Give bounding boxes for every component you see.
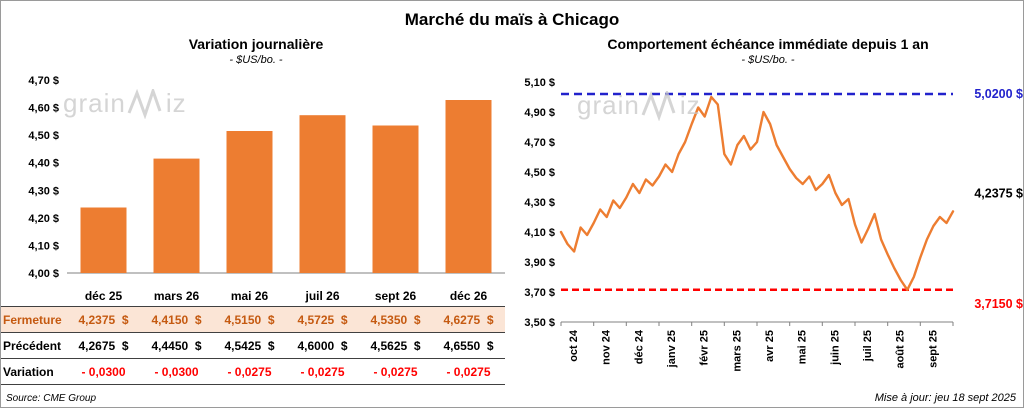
table-value: 4,5625 $ — [359, 332, 432, 358]
line-y-tick-label: 3,50 $ — [524, 317, 555, 329]
bar-y-tick-label: 4,70 $ — [28, 75, 59, 87]
bar-y-tick-label: 4,50 $ — [28, 130, 59, 142]
bar-chart-subtitle: - $US/bo. - — [229, 54, 283, 66]
month-label: mars 26 — [153, 288, 200, 303]
line-chart-subtitle: - $US/bo. - — [741, 54, 795, 66]
line-y-tick-label: 3,90 $ — [524, 257, 555, 269]
price-line-series — [559, 95, 955, 292]
line-chart-area: grain iz 3,50 $3,70 $3,90 $4,10 $4,30 $4… — [511, 68, 1023, 381]
page-title: Marché du maïs à Chicago — [404, 10, 620, 29]
month-label: juil 26 — [305, 288, 340, 303]
bar-y-tick-label: 4,40 $ — [28, 158, 59, 170]
bar-chart-area: grain iz 4,00 $4,10 $4,20 $4,30 $4,40 $4… — [1, 68, 511, 285]
line-chart-svg: 3,50 $ 3,70 $ 3,90 $ 4,10 $ 4,30 $ 4,50 $ 4,70… — [524, 77, 1023, 372]
table-value: 4,5725 $ — [286, 306, 359, 332]
line-x-tick-label: juil 25 — [862, 330, 874, 362]
bar-y-tick-label: 4,60 $ — [28, 103, 59, 115]
line-x-tick-label: févr 25 — [699, 330, 711, 365]
table-value: 4,6275 $ — [432, 306, 505, 332]
row-label-variation: Variation — [1, 358, 67, 385]
high-value-label: 5,0200 $ — [974, 87, 1023, 101]
line-x-tick-label: nov 24 — [601, 329, 613, 365]
bar-y-tick-label: 4,10 $ — [28, 240, 59, 252]
table-value: 4,2375 $ — [67, 306, 140, 332]
table-value: 4,5150 $ — [213, 306, 286, 332]
line-x-tick-label: mai 25 — [797, 330, 809, 364]
bar-sept 26 — [372, 125, 419, 273]
bar-mai 26 — [226, 131, 273, 273]
front-month-panel: Comportement échéance immédiate depuis 1… — [511, 35, 1023, 381]
table-value: 4,6000 $ — [286, 332, 359, 358]
bar-chart-svg: 4,00 $ 4,10 $ 4,20 $ 4,30 $ 4,40 $ 4,50 $ 4,60… — [28, 75, 505, 280]
table-value: - 0,0275 — [359, 358, 432, 385]
line-y-tick-label: 4,50 $ — [524, 167, 555, 179]
month-label: déc 26 — [449, 288, 488, 303]
row-label-fermeture: Fermeture — [1, 306, 67, 332]
line-y-tick-label: 4,10 $ — [524, 227, 555, 239]
line-y-tick-label: 4,30 $ — [524, 197, 555, 209]
line-y-tick-label: 3,70 $ — [524, 287, 555, 299]
table-value: 4,5425 $ — [213, 332, 286, 358]
row-label-précédent: Précédent — [1, 332, 67, 358]
table-corner-cell — [1, 285, 67, 306]
table-value: 4,4450 $ — [140, 332, 213, 358]
bar-y-tick-label: 4,00 $ — [28, 268, 59, 280]
line-x-tick-label: janv 25 — [666, 330, 678, 368]
table-value: - 0,0275 — [432, 358, 505, 385]
table-value: 4,6550 $ — [432, 332, 505, 358]
line-x-tick-label: août 25 — [895, 330, 907, 369]
last-value-label: 4,2375 $ — [974, 186, 1023, 200]
source-note: Source: CME Group — [6, 393, 97, 404]
line-x-tick-label: sept 25 — [927, 330, 939, 368]
table-value: 4,4150 $ — [140, 306, 213, 332]
month-label: déc 25 — [84, 288, 123, 303]
table-value: 4,2675 $ — [67, 332, 140, 358]
bar-déc 25 — [80, 207, 127, 273]
line-x-tick-label: déc 24 — [633, 329, 645, 364]
table-value: - 0,0300 — [67, 358, 140, 385]
line-x-tick-label: mars 25 — [731, 330, 743, 372]
line-y-tick-label: 5,10 $ — [524, 77, 555, 89]
line-chart-title: Comportement échéance immédiate depuis 1… — [607, 36, 929, 52]
bar-y-tick-label: 4,20 $ — [28, 213, 59, 225]
bar-déc 26 — [445, 100, 492, 273]
table-value: - 0,0275 — [213, 358, 286, 385]
daily-variation-panel: Variation journalière - $US/bo. - grain … — [1, 35, 511, 385]
month-label: sept 26 — [374, 288, 417, 303]
bar-mars 26 — [153, 158, 200, 273]
table-value: 4,5350 $ — [359, 306, 432, 332]
line-x-tick-label: oct 24 — [568, 329, 580, 362]
price-table: déc 25 mars 26 mai 26 juil 26 sept 26 déc 26 F… — [1, 285, 505, 385]
low-value-label: 3,7150 $ — [974, 297, 1023, 311]
table-value: - 0,0275 — [286, 358, 359, 385]
table-value: - 0,0300 — [140, 358, 213, 385]
line-y-tick-label: 4,90 $ — [524, 107, 555, 119]
line-x-tick-label: juin 25 — [829, 330, 841, 366]
month-label: mai 26 — [230, 288, 269, 303]
update-note: Mise à jour: jeu 18 sept 2025 — [874, 392, 1016, 404]
line-y-tick-label: 4,70 $ — [524, 137, 555, 149]
bar-juil 26 — [299, 115, 346, 273]
bar-chart-title: Variation journalière — [188, 36, 324, 52]
line-x-tick-label: avr 25 — [764, 330, 776, 362]
bar-y-tick-label: 4,30 $ — [28, 185, 59, 197]
